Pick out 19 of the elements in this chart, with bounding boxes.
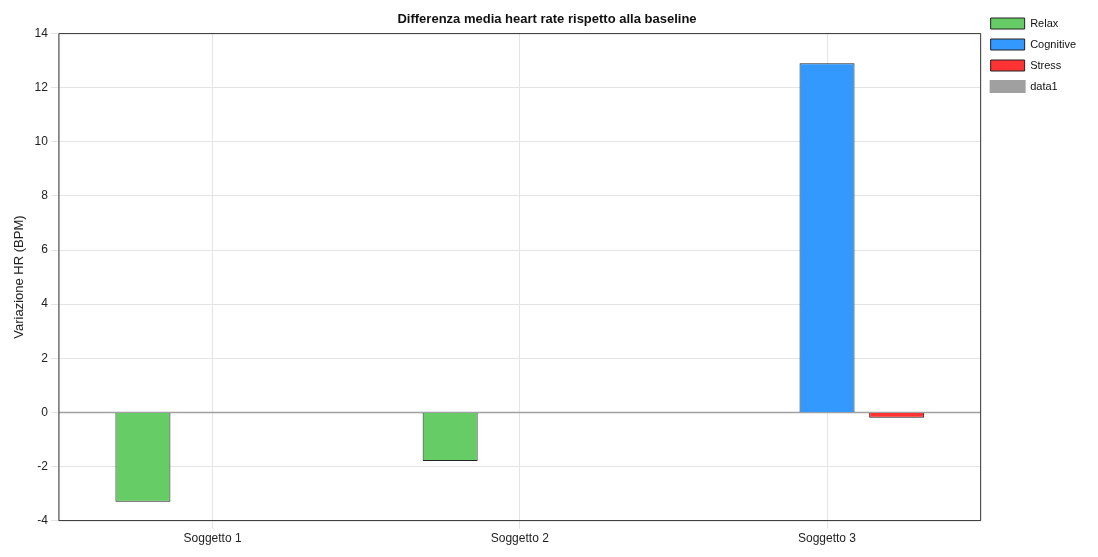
legend-label: Relax [1030, 16, 1059, 29]
y-tick-label: 8 [41, 188, 49, 203]
y-tick-label: 10 [34, 134, 49, 149]
y-tick-label: 12 [34, 80, 49, 95]
legend-label: Cognitive [1030, 37, 1076, 50]
y-tick-label: 0 [41, 404, 49, 419]
y-tick-label: -2 [37, 458, 49, 473]
y-tick-label: -4 [37, 512, 49, 527]
chart-title: Differenza media heart rate rispetto alla baseline [397, 11, 697, 27]
x-tick-label: Soggetto 2 [490, 531, 550, 546]
y-tick-label: 2 [41, 350, 49, 365]
y-tick-label: 6 [41, 242, 49, 257]
legend-label: data1 [1030, 79, 1058, 92]
y-tick-label: 4 [41, 296, 49, 311]
y-tick-label: 14 [34, 25, 49, 40]
y-axis-title: Variazione HR (BPM) [11, 215, 27, 339]
x-tick-label: Soggetto 3 [797, 531, 857, 546]
x-tick-label: Soggetto 1 [183, 531, 242, 546]
legend-label: Stress [1030, 58, 1062, 71]
